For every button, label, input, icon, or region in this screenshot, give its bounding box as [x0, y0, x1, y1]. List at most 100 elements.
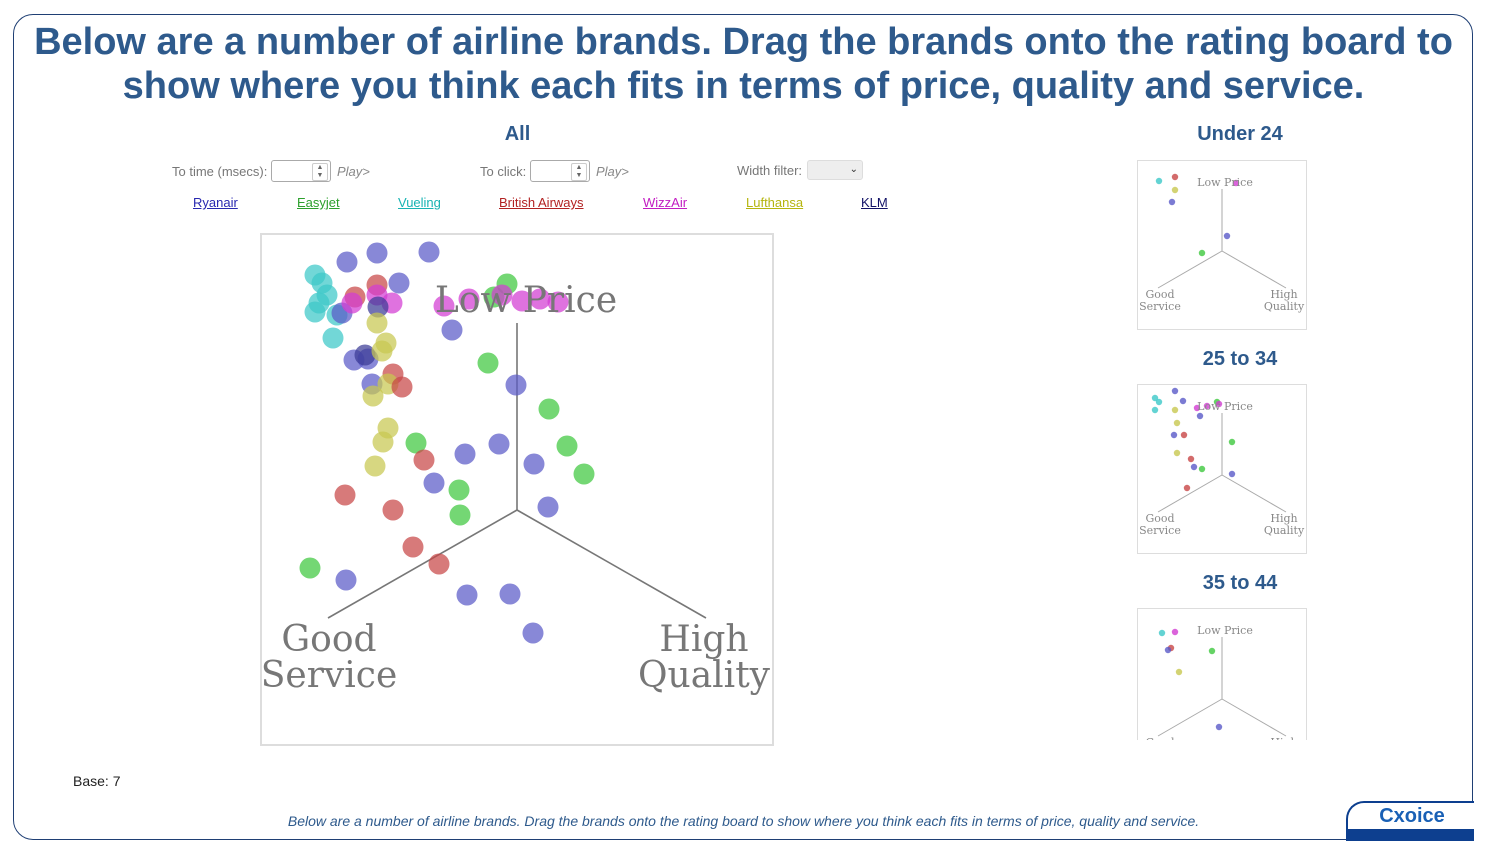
- response-dot[interactable]: [456, 584, 478, 606]
- brand-link-easyjet[interactable]: Easyjet: [297, 195, 340, 210]
- response-dot[interactable]: [418, 241, 440, 263]
- response-dot[interactable]: [529, 288, 551, 310]
- response-dot[interactable]: [547, 291, 569, 313]
- response-dot[interactable]: [354, 344, 376, 366]
- response-dot[interactable]: [428, 553, 450, 575]
- mini-label-high: High: [1270, 736, 1297, 740]
- response-dot[interactable]: [537, 496, 559, 518]
- response-dot[interactable]: [477, 352, 499, 374]
- mini-response-dot: [1171, 406, 1179, 414]
- response-dot[interactable]: [372, 431, 394, 453]
- response-dot[interactable]: [433, 295, 455, 317]
- mini-label-service: Service: [1139, 300, 1181, 313]
- response-dot[interactable]: [488, 433, 510, 455]
- mini-response-dot: [1198, 465, 1206, 473]
- play-click-button[interactable]: Play>: [596, 164, 629, 179]
- response-dot[interactable]: [391, 376, 413, 398]
- response-dot[interactable]: [388, 272, 410, 294]
- axis-label-good: Good: [281, 619, 376, 660]
- response-dot[interactable]: [304, 301, 326, 323]
- brand-link-vueling[interactable]: Vueling: [398, 195, 441, 210]
- response-dot[interactable]: [449, 504, 471, 526]
- time-input[interactable]: ▲ ▼: [271, 160, 331, 182]
- response-dot[interactable]: [405, 432, 427, 454]
- response-dot[interactable]: [335, 569, 357, 591]
- mini-label-service: Service: [1139, 524, 1181, 537]
- cxoice-logo: Cxoice: [1346, 801, 1474, 841]
- mini-response-dot: [1173, 419, 1181, 427]
- spinner-arrows-icon[interactable]: ▲ ▼: [571, 163, 587, 181]
- mini-response-dot: [1171, 173, 1179, 181]
- mini-dots: [1158, 628, 1223, 731]
- mini-response-dot: [1208, 647, 1216, 655]
- segment-heading-35-to-44: 35 to 44: [1202, 572, 1278, 594]
- logo-band: [1348, 829, 1474, 841]
- response-dot[interactable]: [454, 443, 476, 465]
- response-dot[interactable]: [523, 453, 545, 475]
- response-dot[interactable]: [364, 455, 386, 477]
- mini-response-dot: [1196, 412, 1204, 420]
- segment-heading-25-to-34: 25 to 34: [1202, 348, 1278, 370]
- mini-response-dot: [1232, 179, 1240, 187]
- axis-label-high: High: [659, 619, 748, 660]
- mini-response-dot: [1187, 455, 1195, 463]
- brand-link-ryanair[interactable]: Ryanair: [193, 195, 238, 210]
- mini-label-quality: Quality: [1264, 524, 1305, 537]
- survey-frame: [13, 14, 1473, 840]
- response-dot[interactable]: [441, 319, 463, 341]
- response-dot[interactable]: [538, 398, 560, 420]
- axis-label-quality: Quality: [638, 655, 771, 696]
- response-dot[interactable]: [573, 463, 595, 485]
- mini-board-35-to-44[interactable]: Low Price Good Service High Quality: [1137, 608, 1307, 740]
- response-dot[interactable]: [367, 296, 389, 318]
- response-dot[interactable]: [366, 312, 388, 334]
- rating-board[interactable]: Low Price Good Service High Quality: [260, 233, 774, 746]
- response-dot[interactable]: [371, 340, 393, 362]
- mini-response-dot: [1171, 628, 1179, 636]
- response-dot[interactable]: [423, 472, 445, 494]
- response-dot[interactable]: [336, 251, 358, 273]
- response-dot[interactable]: [341, 292, 363, 314]
- response-dot[interactable]: [362, 385, 384, 407]
- mini-board-svg: Low Price Good Service High Quality: [1145, 624, 1297, 740]
- response-dot[interactable]: [366, 242, 388, 264]
- time-label: To time (msecs):: [172, 164, 268, 179]
- response-dot[interactable]: [322, 327, 344, 349]
- response-dot[interactable]: [505, 374, 527, 396]
- response-dot[interactable]: [491, 284, 513, 306]
- page-title: Below are a number of airline brands. Dr…: [34, 21, 1453, 107]
- logo-text: Cxoice: [1379, 805, 1445, 827]
- response-dot[interactable]: [402, 536, 424, 558]
- response-dot[interactable]: [499, 583, 521, 605]
- mini-response-dot: [1171, 186, 1179, 194]
- width-filter-select[interactable]: ⌄: [807, 160, 863, 180]
- chevron-down-icon: ⌄: [849, 164, 858, 175]
- mini-response-dot: [1193, 404, 1201, 412]
- mini-response-dot: [1203, 402, 1211, 410]
- brand-link-lufthansa[interactable]: Lufthansa: [746, 195, 804, 210]
- response-dot[interactable]: [334, 484, 356, 506]
- response-dot[interactable]: [382, 499, 404, 521]
- brand-link-klm[interactable]: KLM: [861, 195, 888, 210]
- response-dot[interactable]: [413, 449, 435, 471]
- mini-board-under-24[interactable]: Low Price Good Service High Quality: [1137, 160, 1307, 330]
- response-dot[interactable]: [511, 290, 533, 312]
- response-dot[interactable]: [299, 557, 321, 579]
- brand-link-british-airways[interactable]: British Airways: [499, 195, 584, 210]
- response-dots[interactable]: [299, 241, 595, 644]
- spinner-arrows-icon[interactable]: ▲ ▼: [312, 163, 328, 181]
- response-dot[interactable]: [458, 288, 480, 310]
- click-label: To click:: [480, 164, 527, 179]
- mini-response-dot: [1183, 484, 1191, 492]
- mini-board-25-to-34[interactable]: Low Price Good Service High Quality: [1137, 384, 1307, 554]
- mini-response-dot: [1155, 398, 1163, 406]
- brand-link-wizzair[interactable]: WizzAir: [643, 195, 688, 210]
- response-dot[interactable]: [448, 479, 470, 501]
- mini-response-dot: [1170, 431, 1178, 439]
- mini-label-quality: Quality: [1264, 300, 1305, 313]
- click-input[interactable]: ▲ ▼: [530, 160, 590, 182]
- play-time-button[interactable]: Play>: [337, 164, 370, 179]
- response-dot[interactable]: [522, 622, 544, 644]
- mini-dots: [1155, 173, 1240, 257]
- response-dot[interactable]: [556, 435, 578, 457]
